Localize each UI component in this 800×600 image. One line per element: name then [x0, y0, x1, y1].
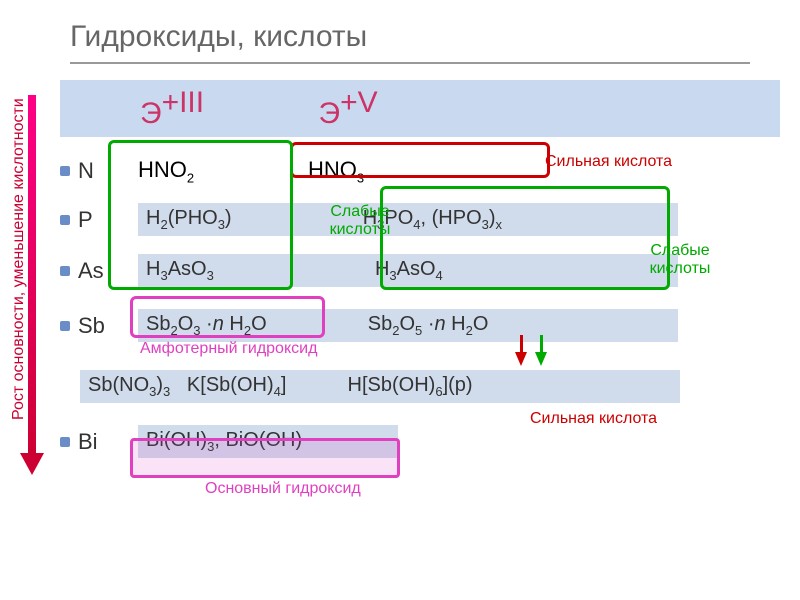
bullet-icon [60, 215, 70, 225]
page-title: Гидроксиды, кислоты [70, 20, 367, 54]
bullet-icon [60, 437, 70, 447]
bullet-icon [60, 166, 70, 176]
col2-label: Э [319, 97, 341, 130]
element-n: N [78, 158, 138, 184]
as-formula-box: H3AsO3 H3AsO4 [138, 254, 678, 287]
element-bi: Bi [78, 429, 138, 455]
content-area: Э+III Э+V N HNO2 HNO3 P H2(PHO3) H3PO4, … [60, 80, 780, 560]
sb-formula-box: Sb2O3 ·n H2O Sb2O5 ·n H2O [138, 309, 678, 342]
label-strong-acid-2: Сильная кислота [530, 410, 657, 428]
title-underline [70, 62, 750, 64]
element-sb: Sb [78, 313, 138, 339]
col1-label: Э [140, 97, 162, 130]
n-v-formula: HNO3 [308, 157, 364, 185]
col1-sup: +III [162, 86, 205, 119]
label-basic: Основный гидроксид [205, 480, 361, 498]
n-iii-formula: HNO2 [138, 157, 308, 185]
trend-arrow [24, 95, 40, 475]
bullet-icon [60, 266, 70, 276]
element-as: As [78, 258, 138, 284]
col2-sup: +V [340, 86, 378, 119]
label-weak-acids-2: Слабыекислоты [640, 242, 720, 278]
label-amphoteric: Амфотерный гидроксид [140, 340, 317, 358]
sb-bottom-box: Sb(NO3)3 K[Sb(OH)4] H[Sb(OH)6](р) [80, 370, 680, 403]
label-strong-acid-1: Сильная кислота [545, 153, 672, 171]
p-formula-box: H2(PHO3) H3PO4, (HPO3)x [138, 203, 678, 236]
label-weak-acids-1: Слабыекислоты [320, 203, 400, 239]
bi-formula-box: Bi(OH)3, BiO(OH) [138, 425, 398, 458]
bullet-icon [60, 321, 70, 331]
oxidation-header: Э+III Э+V [60, 80, 780, 137]
element-p: P [78, 207, 138, 233]
